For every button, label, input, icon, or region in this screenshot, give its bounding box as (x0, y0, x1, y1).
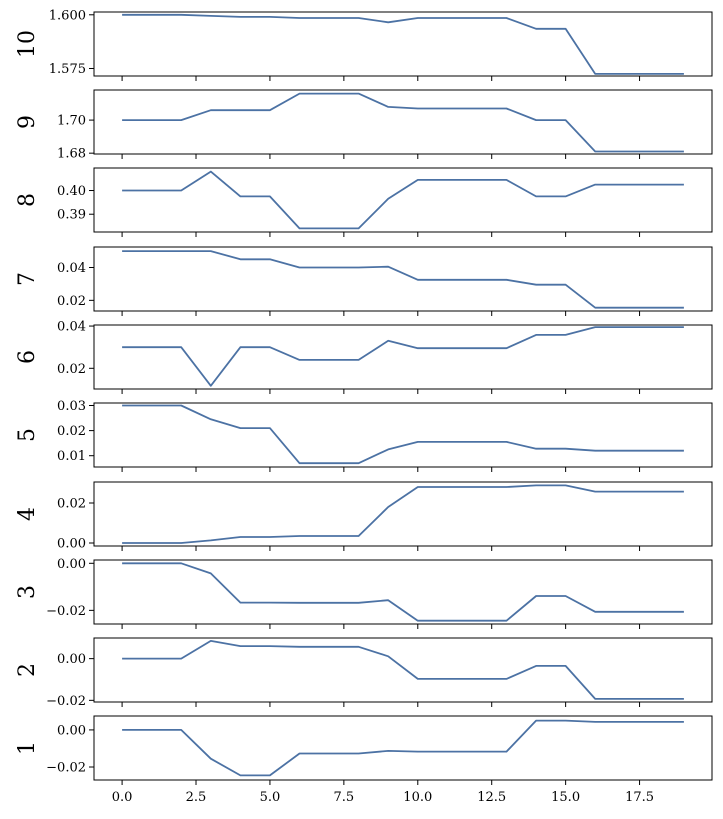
panel-label: 1 (15, 741, 40, 755)
y-tick-label: 0.40 (57, 184, 86, 199)
series-line (122, 250, 684, 309)
panel-label: 3 (15, 585, 40, 599)
y-tick-label: −0.02 (46, 694, 86, 709)
panel-label: 7 (15, 272, 40, 286)
series-line (122, 326, 684, 387)
panel-1: 0.00 −0.02 0.0 2.5 5.0 7.5 10.0 12.5 15.0 17.5 1 (15, 715, 713, 805)
series-line (122, 404, 684, 465)
series-line (122, 562, 684, 622)
series-line (122, 640, 684, 700)
y-tick-label: 0.04 (57, 320, 86, 335)
series-line (122, 13, 684, 75)
y-tick-label: 0.01 (57, 449, 86, 464)
x-tick-label: 5.0 (260, 790, 281, 805)
panel-frame (93, 324, 713, 390)
panel-frame (93, 11, 713, 77)
y-tick-label: 0.02 (57, 294, 86, 309)
panel-frame (93, 89, 713, 155)
panel-3: 0.00 −0.02 3 (15, 557, 713, 629)
x-tick-label: 12.5 (477, 790, 506, 805)
y-tick-label: −0.02 (46, 604, 86, 619)
y-tick-label: 1.600 (49, 8, 86, 23)
y-tick-label: 0.03 (57, 399, 86, 414)
y-tick-label: 0.00 (57, 723, 86, 738)
panel-frame (93, 167, 713, 233)
series-line (122, 170, 684, 230)
panel-frame (93, 637, 713, 703)
series-line (122, 484, 684, 544)
panel-2: 0.00 −0.02 2 (15, 637, 713, 709)
panel-frame (93, 559, 713, 625)
panel-label: 4 (15, 507, 40, 521)
panel-frame (93, 715, 713, 781)
y-tick-label: 0.02 (57, 362, 86, 377)
panel-label: 10 (15, 30, 40, 58)
panel-label: 5 (15, 428, 40, 442)
x-tick-label: 15.0 (551, 790, 580, 805)
panel-frame (93, 246, 713, 312)
y-tick-label: 0.02 (57, 497, 86, 512)
panel-label: 6 (15, 350, 40, 364)
y-tick-label: 0.04 (57, 261, 86, 276)
series-line (122, 719, 684, 777)
y-tick-label: 1.575 (49, 62, 86, 77)
y-tick-label: −0.02 (46, 761, 86, 776)
panel-6: 0.02 0.04 6 (15, 320, 713, 394)
panel-5: 0.01 0.02 0.03 5 (15, 399, 713, 472)
panel-frame (93, 481, 713, 547)
panel-frame (93, 402, 713, 468)
x-tick-label: 0.0 (112, 790, 133, 805)
panel-label: 9 (15, 115, 40, 129)
panel-8: 0.39 0.40 8 (15, 167, 713, 237)
y-tick-label: 0.00 (57, 537, 86, 552)
series-line (122, 92, 684, 153)
panel-4: 0.00 0.02 4 (15, 481, 713, 552)
y-tick-label: 0.00 (57, 557, 86, 572)
panel-7: 0.02 0.04 7 (15, 246, 713, 316)
y-tick-label: 0.00 (57, 652, 86, 667)
panel-label: 8 (15, 193, 40, 207)
panel-9: 1.68 1.70 9 (15, 89, 713, 162)
y-tick-label: 0.39 (57, 208, 86, 223)
panel-label: 2 (15, 663, 40, 677)
y-tick-label: 0.02 (57, 424, 86, 439)
y-tick-label: 1.70 (57, 114, 86, 129)
x-tick-label: 7.5 (334, 790, 355, 805)
x-tick-label: 17.5 (625, 790, 654, 805)
y-tick-label: 1.68 (57, 147, 86, 162)
panel-10: 1.575 1.600 10 (15, 8, 713, 81)
x-tick-label: 2.5 (186, 790, 207, 805)
x-tick-label: 10.0 (403, 790, 432, 805)
